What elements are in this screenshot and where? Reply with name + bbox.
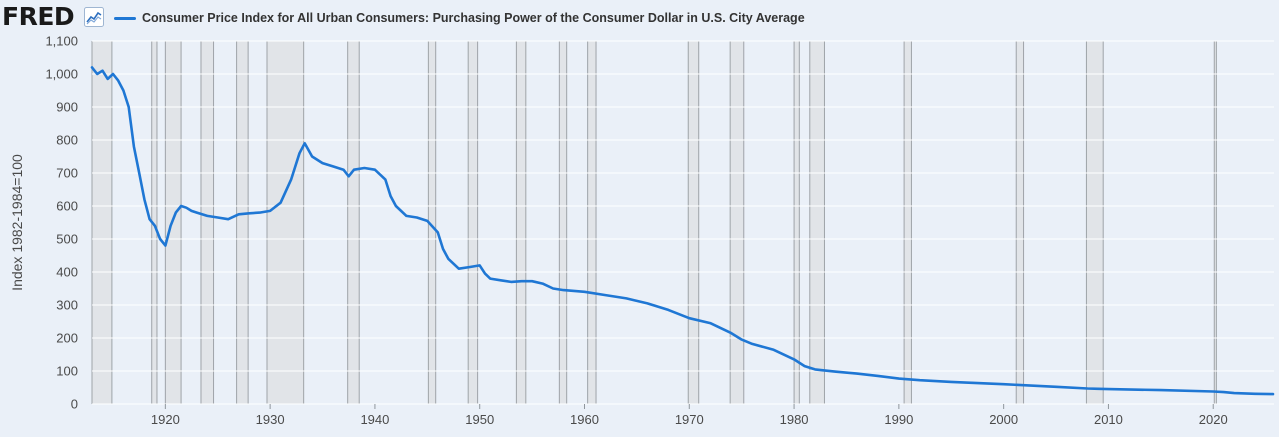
line-chart-icon: [84, 7, 104, 27]
y-axis-ticks: 0 100 200 300 400 500 600 700 800 900 1,000 1,100: [45, 34, 78, 412]
legend-swatch: [114, 16, 136, 20]
y-tick-label: 100: [56, 364, 78, 379]
recession-band: [587, 41, 597, 404]
y-tick-label: 400: [56, 265, 78, 280]
recession-band: [1214, 41, 1217, 404]
recession-bands: [91, 41, 1217, 404]
recession-band: [468, 41, 478, 404]
x-tick-label: 1920: [151, 412, 180, 427]
y-tick-label: 200: [56, 331, 78, 346]
recession-band: [516, 41, 526, 404]
recession-band: [428, 41, 436, 404]
recession-band: [347, 41, 360, 404]
recession-band: [92, 41, 112, 404]
y-tick-label: 800: [56, 133, 78, 148]
x-tick-label: 1990: [884, 412, 913, 427]
y-tick-label: 0: [71, 397, 78, 412]
recession-band: [559, 41, 567, 404]
y-tick-label: 500: [56, 232, 78, 247]
x-tick-label: 1950: [465, 412, 494, 427]
recession-band: [266, 41, 304, 404]
y-tick-label: 1,000: [45, 67, 78, 82]
recession-band: [200, 41, 214, 404]
x-tick-label: 2010: [1094, 412, 1123, 427]
x-tick-label: 2000: [989, 412, 1018, 427]
y-tick-label: 700: [56, 166, 78, 181]
y-tick-label: 300: [56, 298, 78, 313]
recession-band: [688, 41, 699, 404]
x-tick-label: 2020: [1199, 412, 1228, 427]
recession-band: [904, 41, 912, 404]
recession-band: [151, 41, 157, 404]
legend-label: Consumer Price Index for All Urban Consu…: [142, 11, 805, 25]
chart-header: FRED Consumer Price Index for All Urban …: [0, 0, 1279, 36]
y-tick-label: 600: [56, 199, 78, 214]
x-tick-label: 1970: [675, 412, 704, 427]
recession-band: [794, 41, 800, 404]
series-line[interactable]: [90, 66, 1275, 396]
x-tick-label: 1960: [570, 412, 599, 427]
recession-band: [1086, 41, 1104, 404]
y-tick-label: 900: [56, 100, 78, 115]
x-tick-label: 1940: [360, 412, 389, 427]
legend[interactable]: Consumer Price Index for All Urban Consu…: [114, 8, 805, 28]
recession-band: [1016, 41, 1024, 404]
fred-logo[interactable]: FRED: [2, 2, 75, 31]
x-tick-label: 1980: [780, 412, 809, 427]
x-tick-label: 1930: [256, 412, 285, 427]
y-axis-label: Index 1982-1984=100: [9, 154, 25, 291]
recession-band: [730, 41, 744, 404]
recession-band: [809, 41, 825, 404]
gridlines: [92, 40, 1274, 405]
x-axis-ticks: 1920 1930 1940 1950 1960 1970 1980 1990 2000 2010…: [151, 404, 1228, 427]
y-tick-label: 1,100: [45, 34, 78, 49]
recession-band: [236, 41, 249, 404]
